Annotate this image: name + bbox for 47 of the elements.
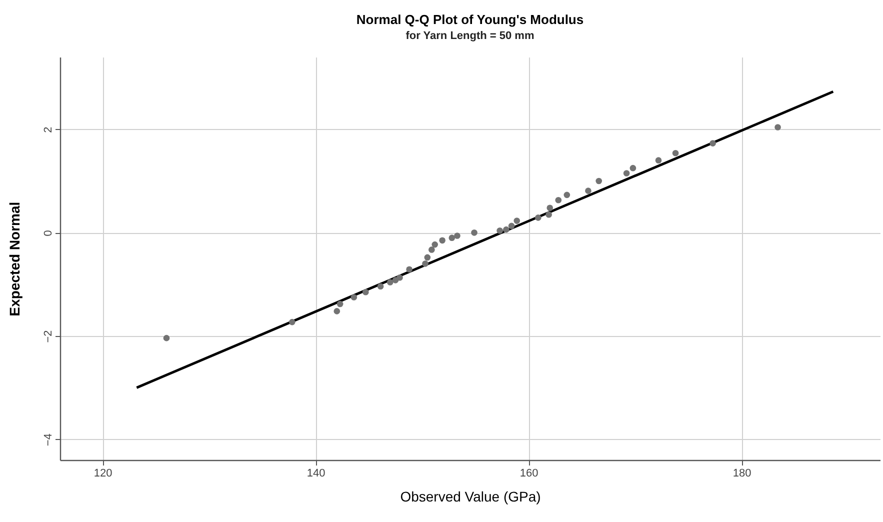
- point: [350, 294, 358, 300]
- x-tick-label: 120: [94, 468, 112, 480]
- point: [428, 246, 435, 253]
- y-axis-title: Expected Normal: [6, 202, 22, 316]
- point: [432, 241, 438, 248]
- point: [655, 157, 662, 164]
- point: [596, 178, 602, 184]
- point: [377, 283, 384, 290]
- point: [334, 308, 340, 314]
- y-tick-label: 0: [42, 230, 54, 236]
- x-tick-label: 180: [732, 468, 752, 480]
- point: [362, 288, 369, 296]
- point: [396, 274, 403, 281]
- point: [406, 266, 412, 273]
- point: [508, 222, 515, 230]
- point: [288, 318, 296, 326]
- y-tick-label: −4: [42, 434, 54, 446]
- point: [546, 211, 552, 218]
- chart-title: Normal Q-Q Plot of Young's Modulus: [356, 12, 584, 27]
- point: [585, 188, 592, 194]
- point: [503, 226, 510, 233]
- y-tick-label: 2: [42, 126, 54, 133]
- point: [439, 237, 446, 244]
- point: [163, 334, 170, 342]
- x-axis-title: Observed Value (GPa): [400, 488, 541, 504]
- point: [422, 260, 428, 267]
- point: [546, 204, 554, 212]
- point: [514, 218, 520, 224]
- x-tick-label: 160: [520, 468, 538, 480]
- y-tick-label: −2: [42, 330, 54, 343]
- point: [672, 150, 679, 156]
- point: [386, 279, 394, 286]
- chart-subtitle: for Yarn Length = 50 mm: [406, 30, 534, 42]
- point: [774, 124, 781, 130]
- point: [555, 196, 562, 204]
- point: [534, 214, 542, 221]
- point: [623, 170, 630, 176]
- point: [424, 254, 431, 261]
- point: [496, 227, 503, 234]
- point: [454, 232, 460, 239]
- point: [710, 140, 716, 146]
- point: [336, 300, 344, 308]
- point: [471, 230, 478, 236]
- x-tick-label: 140: [306, 468, 326, 480]
- point: [630, 164, 636, 172]
- point: [564, 192, 570, 198]
- point: [448, 234, 456, 241]
